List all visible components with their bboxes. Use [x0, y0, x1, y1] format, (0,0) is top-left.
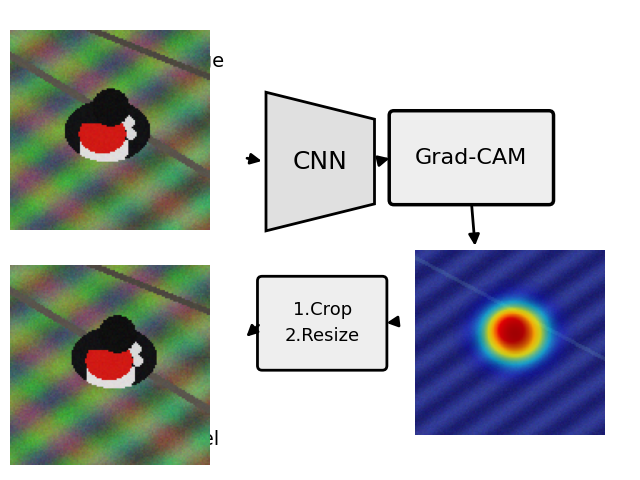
Text: CNN: CNN: [293, 150, 348, 174]
Polygon shape: [266, 92, 374, 231]
Text: Input Image: Input Image: [107, 52, 224, 72]
Text: Object-level: Object-level: [103, 430, 220, 448]
FancyBboxPatch shape: [389, 111, 554, 204]
Text: 1.Crop
2.Resize: 1.Crop 2.Resize: [285, 301, 360, 346]
Text: Grad-CAM: Grad-CAM: [415, 148, 527, 168]
FancyBboxPatch shape: [257, 276, 387, 370]
